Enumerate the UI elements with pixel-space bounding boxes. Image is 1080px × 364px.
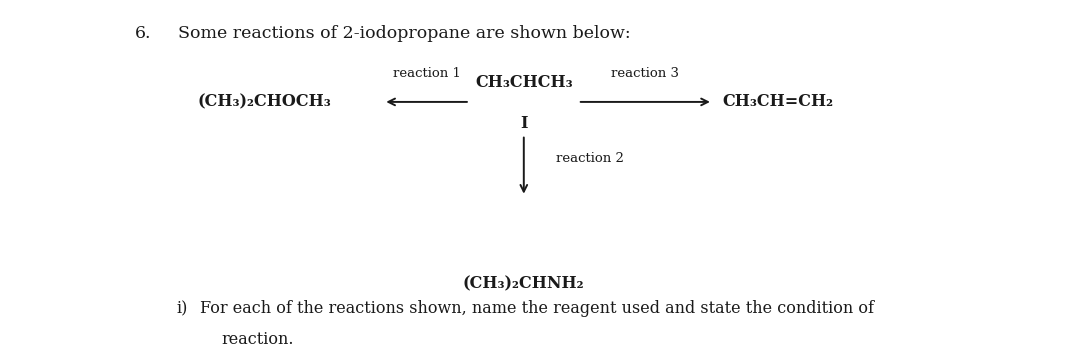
Text: For each of the reactions shown, name the reagent used and state the condition o: For each of the reactions shown, name th…: [200, 300, 874, 317]
Text: reaction 3: reaction 3: [611, 67, 679, 80]
Text: (CH₃)₂CHOCH₃: (CH₃)₂CHOCH₃: [198, 94, 332, 110]
Text: reaction.: reaction.: [221, 331, 294, 348]
Text: I: I: [521, 115, 527, 132]
Text: (CH₃)₂CHNH₂: (CH₃)₂CHNH₂: [463, 276, 584, 292]
Text: CH₃CH=CH₂: CH₃CH=CH₂: [723, 94, 833, 110]
Text: reaction 2: reaction 2: [556, 152, 624, 165]
Text: reaction 1: reaction 1: [393, 67, 460, 80]
Text: 6.: 6.: [135, 25, 151, 43]
Text: CH₃CHCH₃: CH₃CHCH₃: [475, 74, 572, 91]
Text: i): i): [176, 300, 188, 317]
Text: Some reactions of 2-iodopropane are shown below:: Some reactions of 2-iodopropane are show…: [178, 25, 631, 43]
